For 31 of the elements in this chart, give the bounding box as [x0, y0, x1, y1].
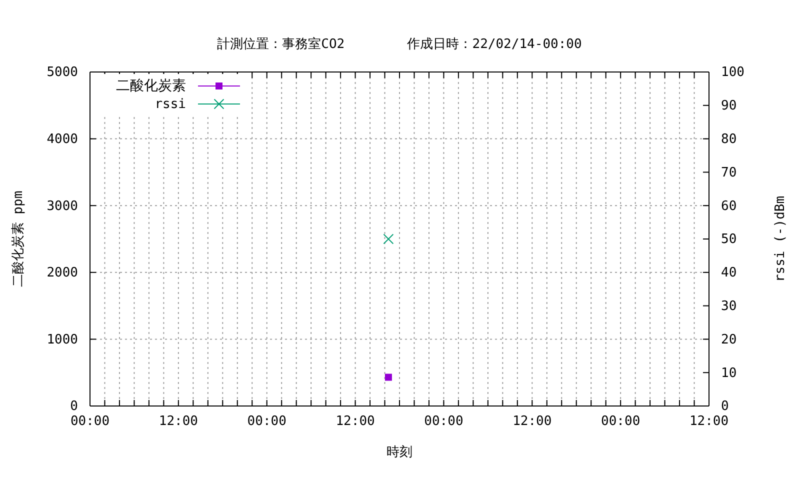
y2-tick-label: 80 — [721, 132, 737, 147]
y-tick-label: 5000 — [46, 65, 78, 80]
x-axis-title: 時刻 — [386, 445, 412, 460]
y2-tick-label: 20 — [721, 332, 737, 348]
x-tick-label: 00:00 — [424, 414, 464, 430]
y-tick-label: 1000 — [46, 332, 78, 348]
y2-tick-label: 90 — [721, 98, 737, 114]
legend-label: rssi — [154, 97, 186, 112]
y-tick-label: 3000 — [46, 198, 78, 214]
y2-tick-label: 60 — [721, 198, 737, 214]
y2-tick-label: 30 — [721, 298, 737, 314]
x-tick-label: 12:00 — [336, 414, 375, 430]
y-tick-label: 2000 — [46, 266, 78, 281]
y2-tick-label: 50 — [721, 232, 737, 248]
y2-tick-label: 100 — [721, 65, 744, 80]
x-tick-label: 12:00 — [158, 414, 198, 430]
x-tick-label: 12:00 — [689, 414, 729, 430]
y-tick-label: 0 — [70, 399, 78, 414]
y2-tick-label: 10 — [721, 366, 737, 381]
chart-title: 計測位置：事務室CO2 作成日時：22/02/14-00:00 — [217, 37, 582, 52]
y-tick-label: 4000 — [46, 132, 78, 147]
x-tick-label: 00:00 — [601, 414, 640, 430]
y-axis-title: 二酸化炭素 ppm — [11, 190, 26, 288]
y2-axis-title: rssi (-)dBm — [773, 196, 788, 282]
y2-tick-label: 40 — [721, 266, 737, 281]
x-tick-label: 00:00 — [70, 414, 110, 430]
x-tick-label: 00:00 — [247, 414, 286, 430]
y2-tick-label: 70 — [721, 165, 737, 180]
legend-label: 二酸化炭素 — [116, 78, 186, 94]
x-tick-label: 12:00 — [512, 414, 552, 430]
y2-tick-label: 0 — [721, 399, 729, 414]
